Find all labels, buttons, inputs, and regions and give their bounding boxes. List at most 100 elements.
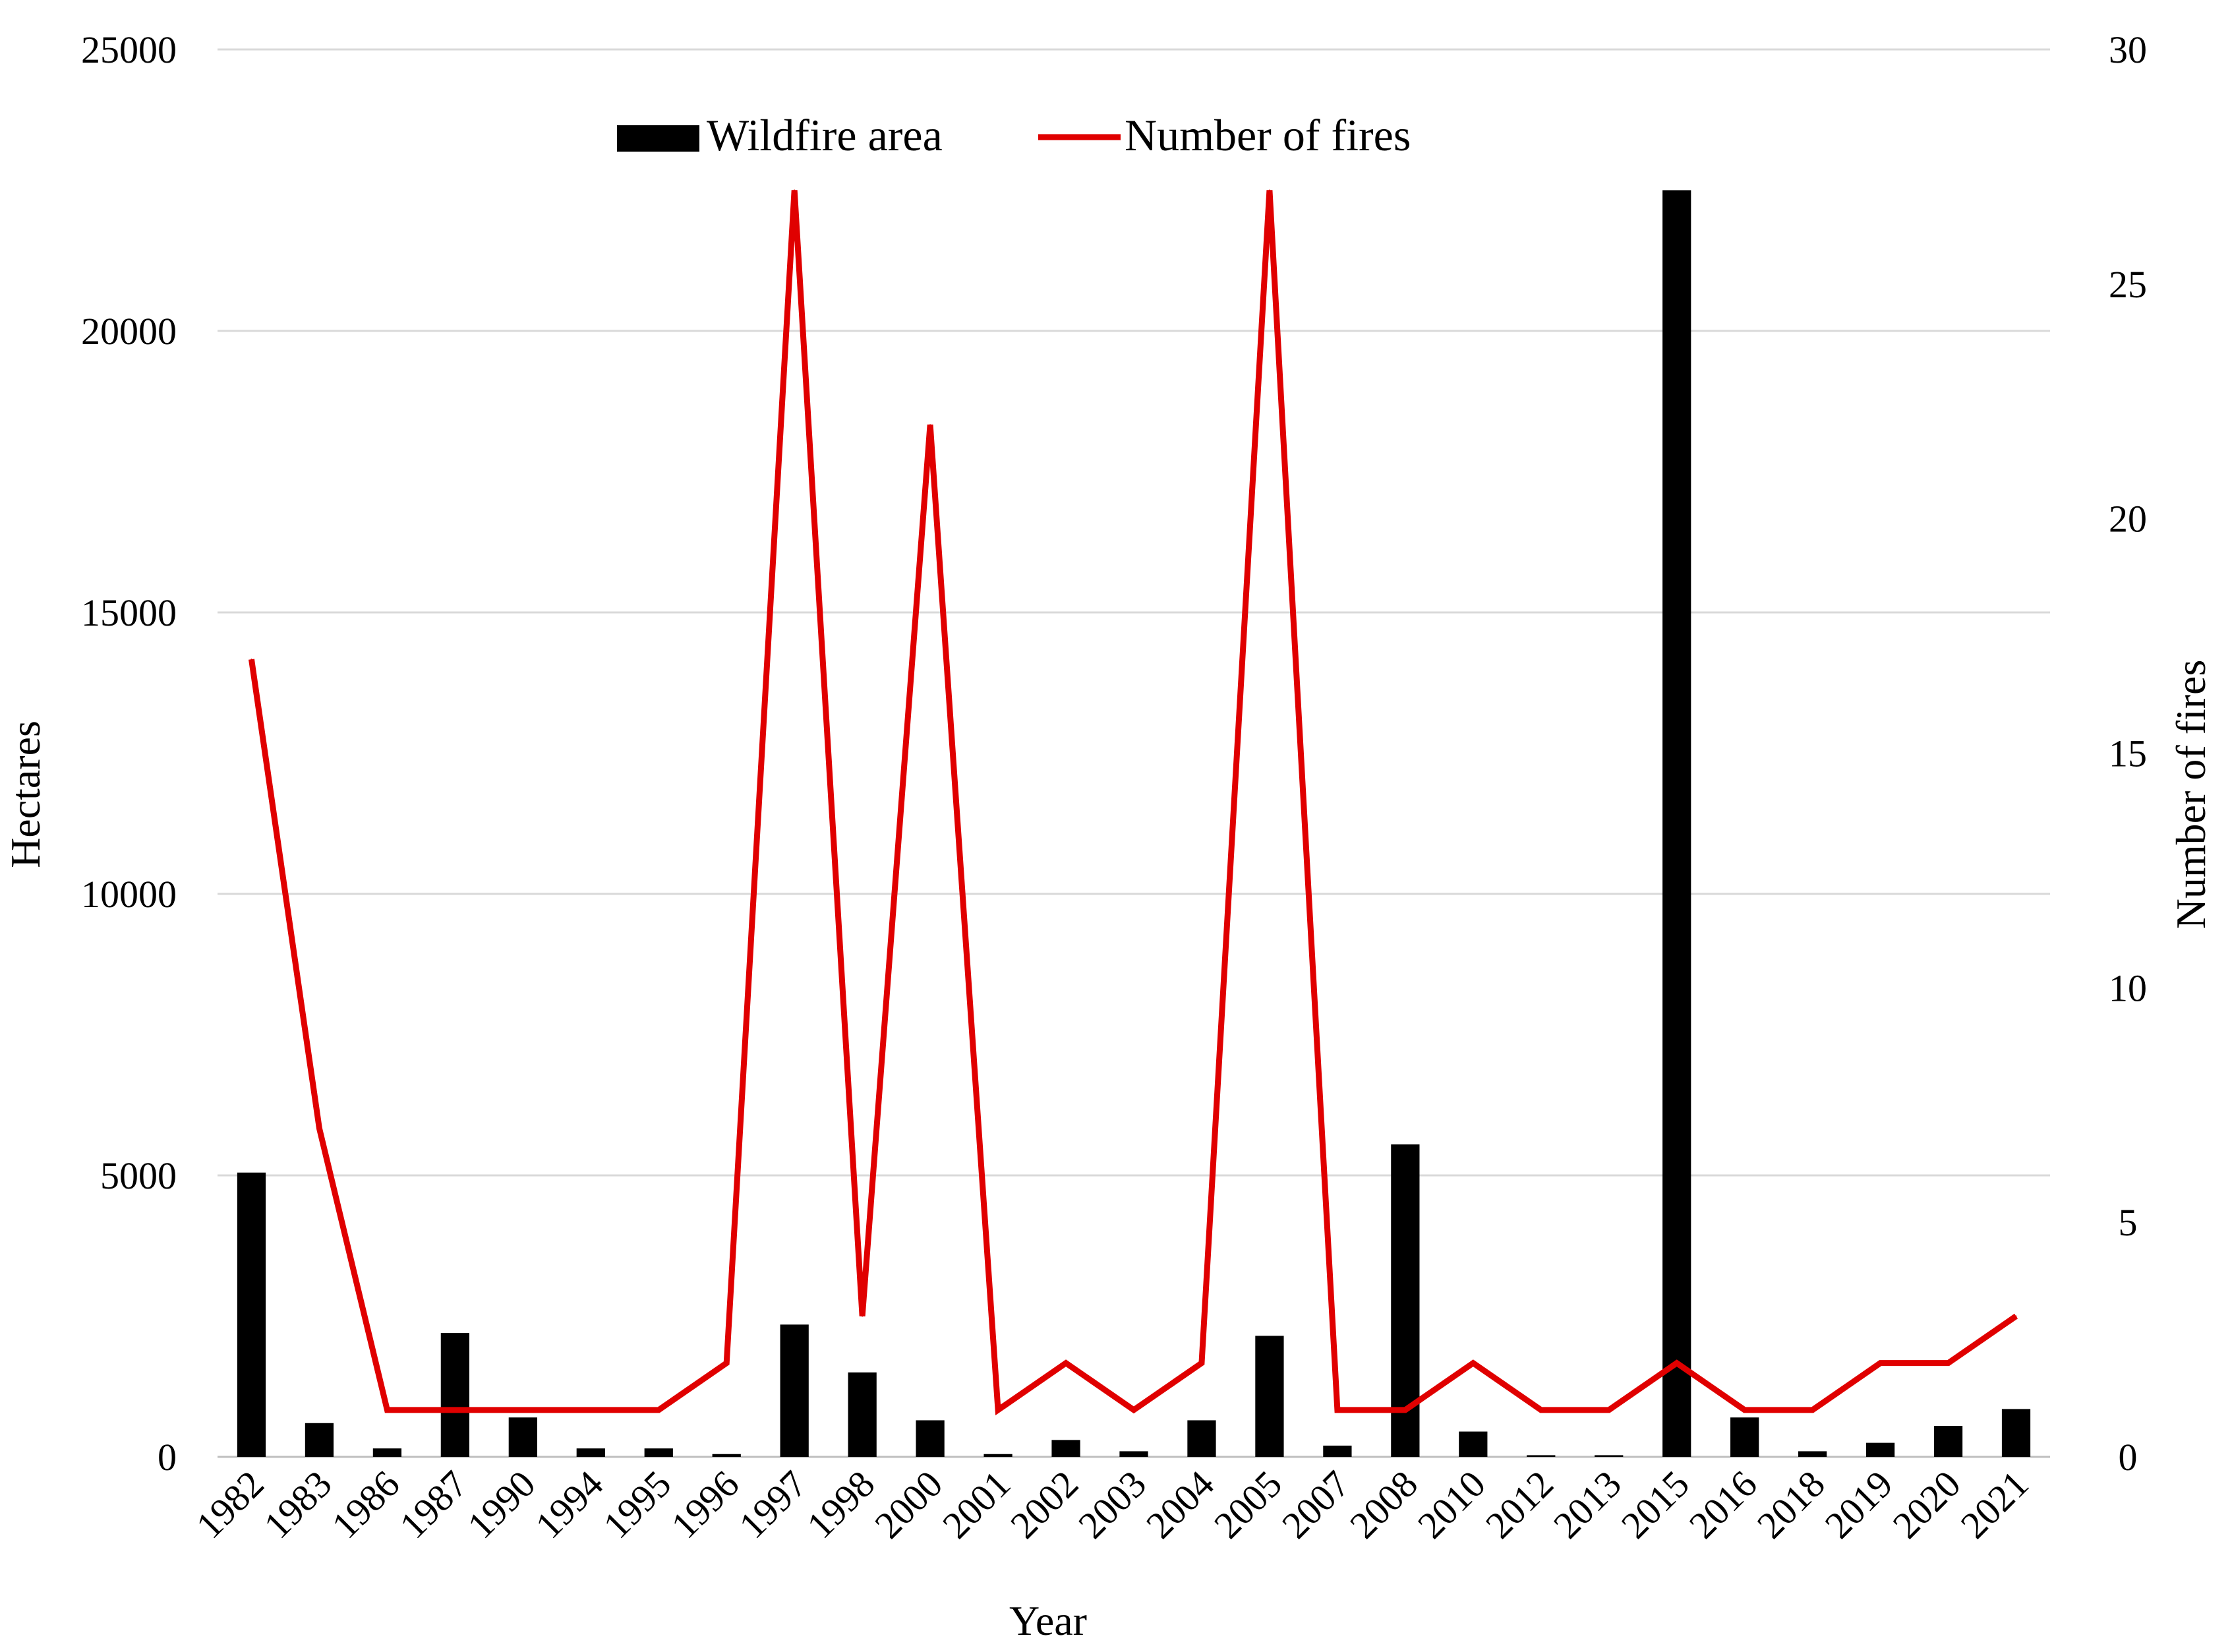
x-tick-label: 2001 (934, 1462, 1018, 1547)
x-tick-label: 2000 (866, 1462, 951, 1547)
left-tick-label: 15000 (81, 591, 177, 634)
right-axis-ticks: 0 5 10 15 20 25 30 (2109, 28, 2147, 1479)
bar-2021 (2001, 1409, 2031, 1457)
fires-point-1983 (318, 1127, 320, 1129)
fires-point-2000 (929, 424, 931, 426)
x-tick-label: 1996 (662, 1462, 747, 1547)
left-tick-label: 25000 (81, 28, 177, 71)
left-tick-label: 20000 (81, 310, 177, 353)
x-tick-label: 2015 (1613, 1462, 1697, 1547)
fires-point-1986 (386, 1409, 388, 1411)
x-tick-label: 1997 (730, 1462, 815, 1547)
fires-point-2002 (1065, 1362, 1067, 1364)
x-tick-label: 1983 (256, 1462, 340, 1547)
bar-2001 (983, 1454, 1012, 1457)
x-axis-title: Year (1009, 1597, 1087, 1644)
fires-point-1995 (658, 1409, 660, 1411)
bar-2015 (1662, 190, 1691, 1457)
legend-swatch-wildfire-area (617, 125, 699, 152)
legend-label-wildfire-area: Wildfire area (707, 110, 943, 160)
bar-2000 (916, 1420, 945, 1457)
left-tick-label: 10000 (81, 873, 177, 916)
bar-2013 (1595, 1455, 1624, 1457)
fires-point-2019 (1879, 1362, 1881, 1364)
bar-1986 (372, 1448, 402, 1457)
fires-point-1990 (522, 1409, 524, 1411)
right-tick-label: 5 (2119, 1201, 2138, 1244)
x-tick-label: 1986 (324, 1462, 408, 1547)
fires-point-2018 (1811, 1409, 1813, 1411)
x-tick-label: 2020 (1885, 1462, 1969, 1547)
fires-point-1997 (794, 189, 796, 191)
fires-point-2003 (1133, 1409, 1134, 1411)
right-tick-label: 15 (2109, 732, 2147, 775)
x-tick-label: 2013 (1545, 1462, 1629, 1547)
fires-point-1982 (250, 659, 252, 661)
bar-2003 (1119, 1451, 1148, 1457)
x-tick-label: 2008 (1341, 1462, 1426, 1547)
x-tick-label: 1995 (595, 1462, 679, 1547)
fires-point-1994 (590, 1409, 592, 1411)
bar-2019 (1865, 1442, 1895, 1457)
fires-point-2004 (1200, 1362, 1202, 1364)
x-tick-label: 1987 (392, 1462, 476, 1547)
fires-point-2007 (1336, 1409, 1338, 1411)
bar-1995 (644, 1448, 673, 1457)
bar-1982 (237, 1172, 266, 1457)
left-axis-title: Hectares (2, 721, 49, 868)
bar-2018 (1798, 1451, 1827, 1457)
left-tick-label: 5000 (100, 1154, 177, 1197)
x-tick-label: 2007 (1274, 1462, 1358, 1547)
x-tick-label: 2004 (1138, 1462, 1222, 1547)
bar-2012 (1527, 1455, 1556, 1457)
legend-label-number-of-fires: Number of fires (1125, 110, 1411, 160)
x-tick-label: 1990 (459, 1462, 544, 1547)
fires-point-2010 (1472, 1362, 1474, 1364)
x-tick-label: 1998 (798, 1462, 883, 1547)
bar-2002 (1051, 1440, 1080, 1457)
gridlines (218, 48, 2050, 1458)
fires-point-2005 (1268, 189, 1270, 191)
fires-point-2001 (997, 1409, 999, 1411)
bar-2010 (1459, 1431, 1488, 1457)
line-series-number-of-fires (249, 189, 2018, 1416)
right-tick-label: 20 (2109, 498, 2147, 541)
bar-1996 (712, 1454, 741, 1457)
fires-point-2016 (1744, 1409, 1746, 1411)
x-tick-label: 2005 (1206, 1462, 1290, 1547)
bar-2004 (1187, 1420, 1216, 1457)
bar-1987 (440, 1333, 469, 1457)
x-tick-label: 2010 (1409, 1462, 1494, 1547)
x-tick-label: 1994 (527, 1462, 612, 1547)
right-tick-label: 10 (2109, 966, 2147, 1009)
bar-2005 (1255, 1336, 1284, 1457)
bar-series-wildfire-area (237, 190, 2031, 1457)
fires-point-2020 (1947, 1362, 1949, 1364)
bar-1983 (305, 1423, 334, 1457)
fires-point-2021 (2015, 1315, 2017, 1317)
fires-point-2012 (1540, 1409, 1542, 1411)
x-tick-label: 2021 (1952, 1462, 2037, 1547)
fires-point-1998 (862, 1315, 864, 1317)
x-tick-label: 2019 (1817, 1462, 1901, 1547)
bar-2016 (1730, 1417, 1759, 1457)
fires-point-2013 (1608, 1409, 1610, 1411)
x-tick-label: 2018 (1749, 1462, 1833, 1547)
right-axis-title: Number of fires (2167, 660, 2214, 929)
bar-2007 (1323, 1445, 1352, 1457)
fires-point-2015 (1676, 1362, 1678, 1364)
bar-1998 (848, 1372, 877, 1457)
bar-2020 (1933, 1426, 1963, 1457)
bar-1997 (780, 1324, 809, 1457)
legend: Wildfire area Number of fires (617, 110, 1411, 160)
x-tick-label: 2012 (1477, 1462, 1562, 1547)
right-tick-label: 0 (2119, 1436, 2138, 1479)
x-tick-label: 1982 (188, 1462, 272, 1547)
right-tick-label: 25 (2109, 263, 2147, 306)
right-tick-label: 30 (2109, 28, 2147, 71)
x-tick-label: 2002 (1002, 1462, 1086, 1547)
bar-1990 (508, 1417, 537, 1457)
fires-point-1987 (454, 1409, 456, 1411)
bar-1994 (576, 1448, 605, 1457)
